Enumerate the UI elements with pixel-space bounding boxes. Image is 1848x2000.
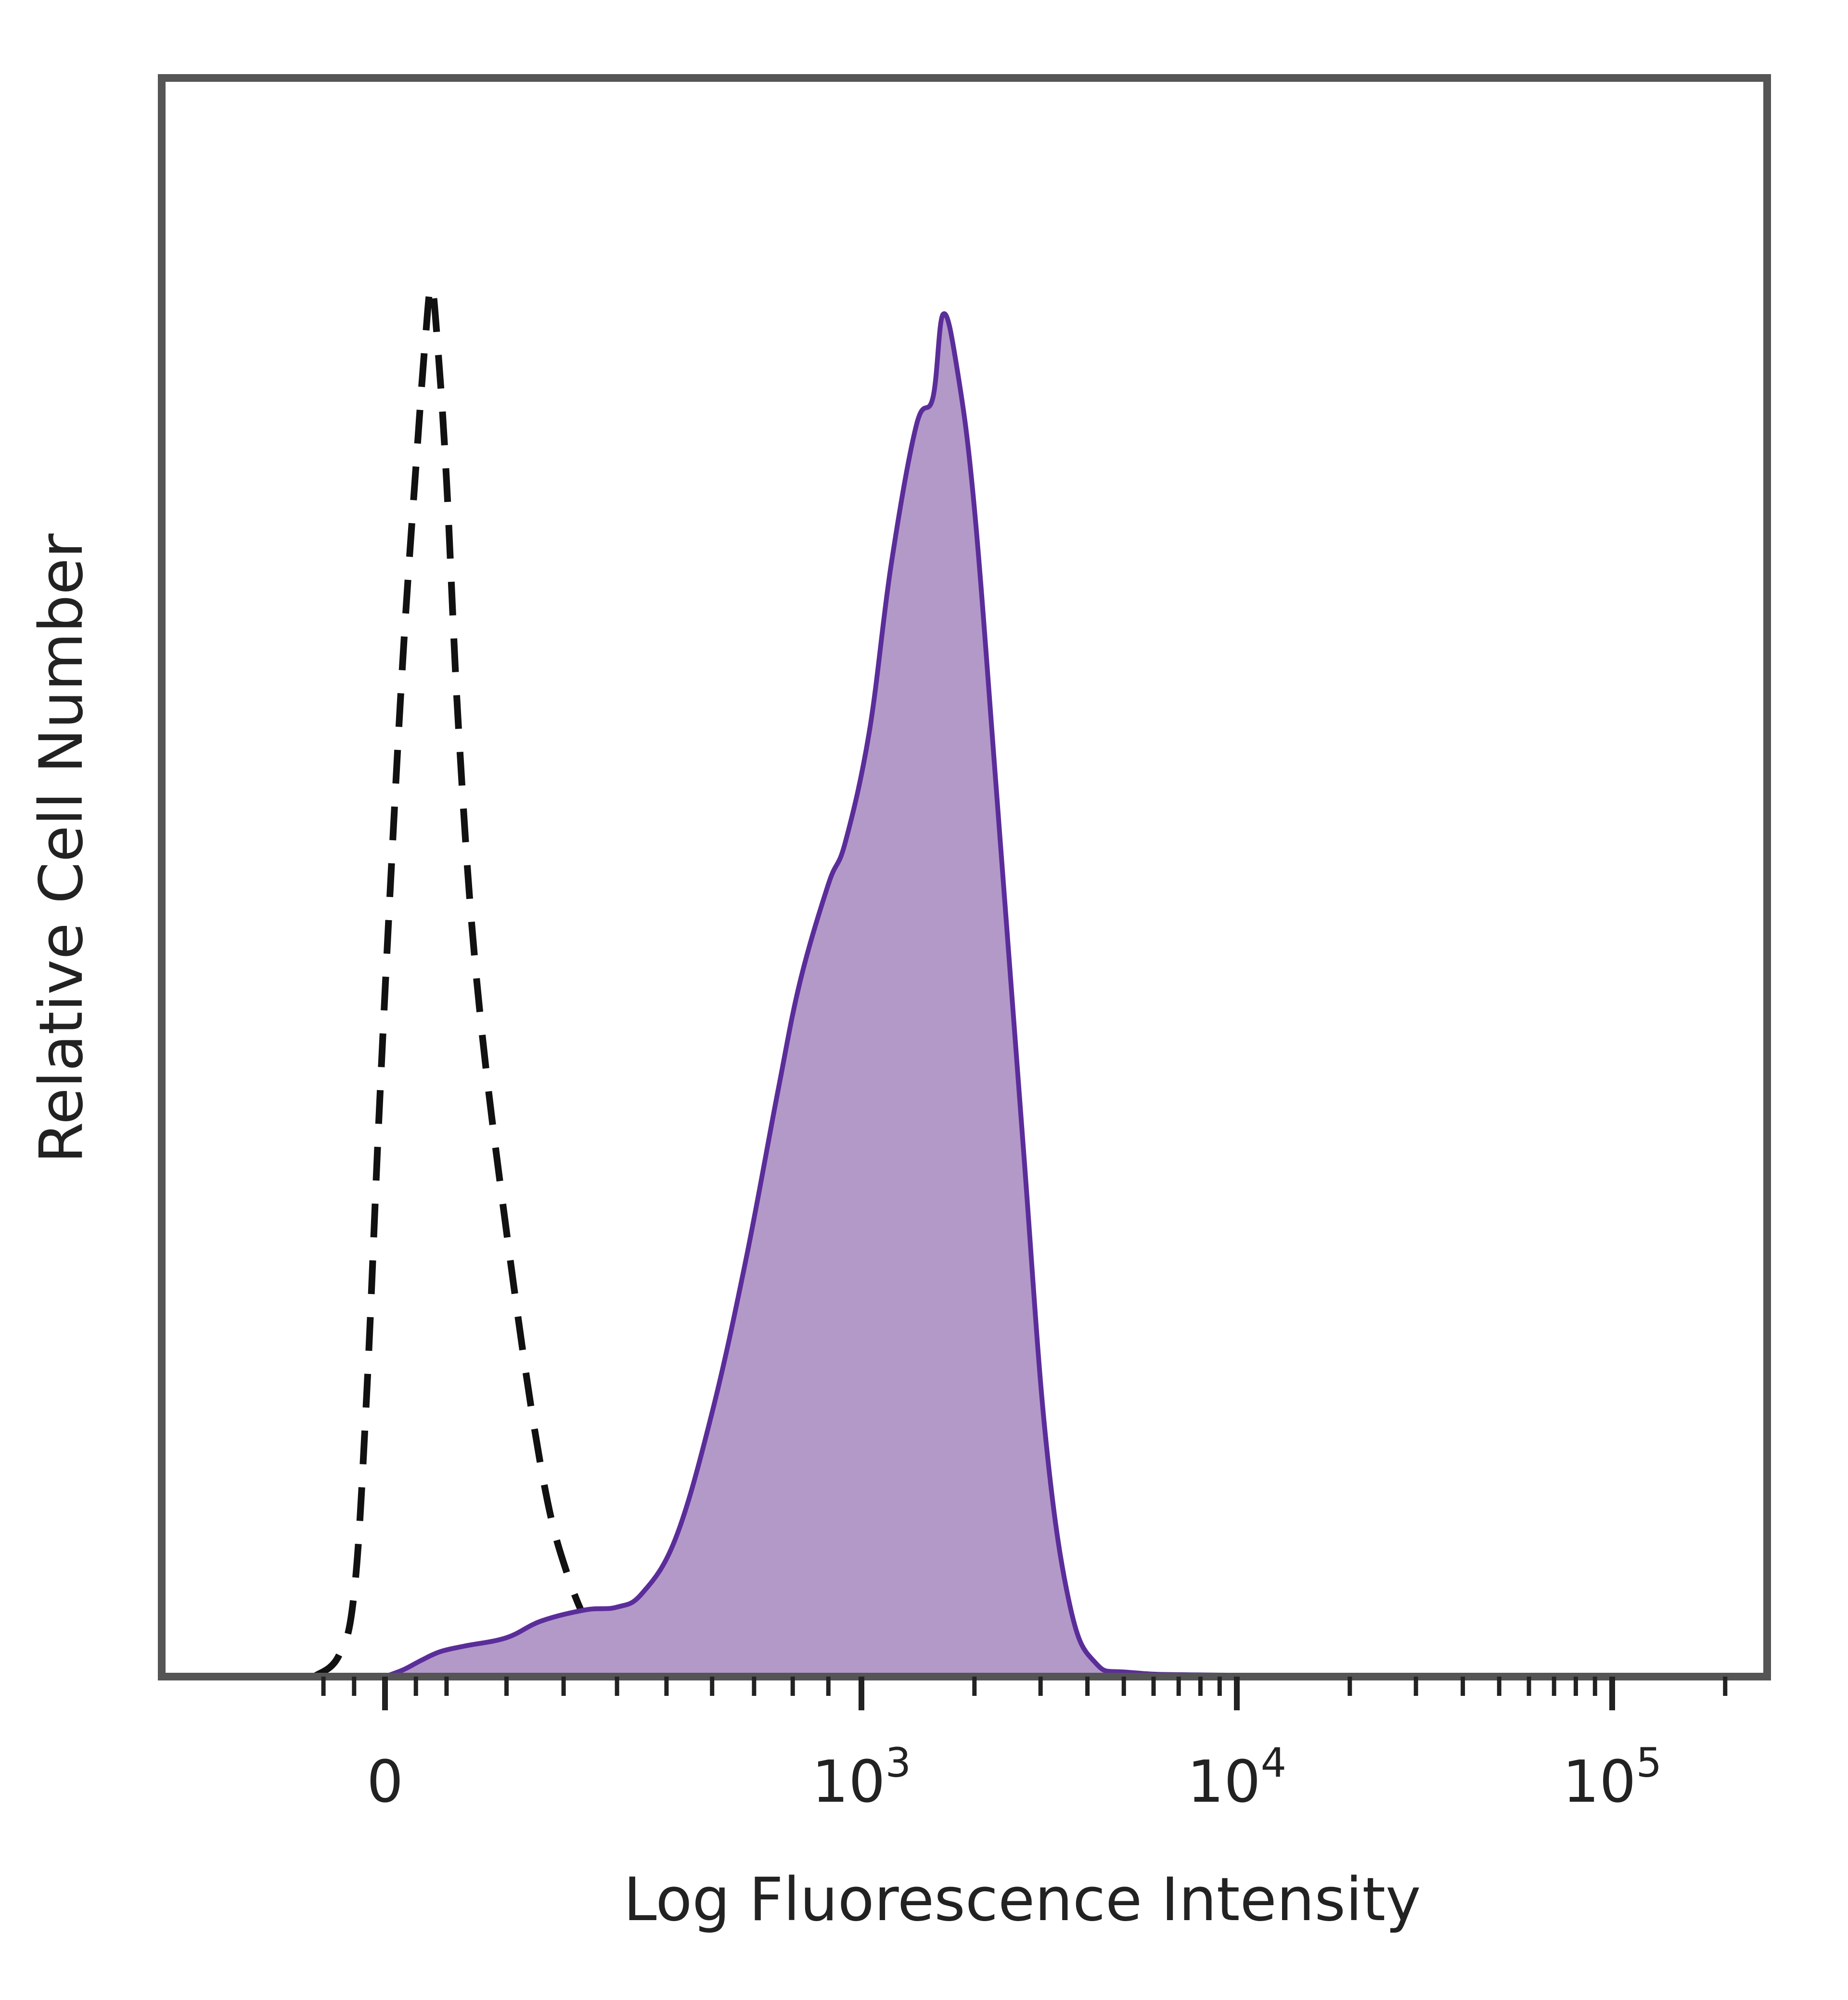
series-0-line	[312, 283, 630, 1679]
x-tick-label: 104	[1187, 1739, 1286, 1816]
series-1-line	[384, 311, 1708, 1679]
x-axis-ticks	[321, 1677, 1728, 1710]
x-axis-label: Log Fluorescence Intensity	[624, 1865, 1421, 1935]
series-layer	[312, 283, 1708, 1679]
plot-frame	[158, 74, 1771, 1680]
x-axis-tick-labels: 0 103 104 105	[367, 1739, 1662, 1816]
y-axis-label: Relative Cell Number	[27, 534, 96, 1164]
x-tick-label: 0	[367, 1749, 403, 1816]
x-tick-label: 105	[1563, 1739, 1662, 1816]
series-1-area	[385, 313, 1708, 1677]
x-tick-label: 103	[812, 1739, 911, 1816]
